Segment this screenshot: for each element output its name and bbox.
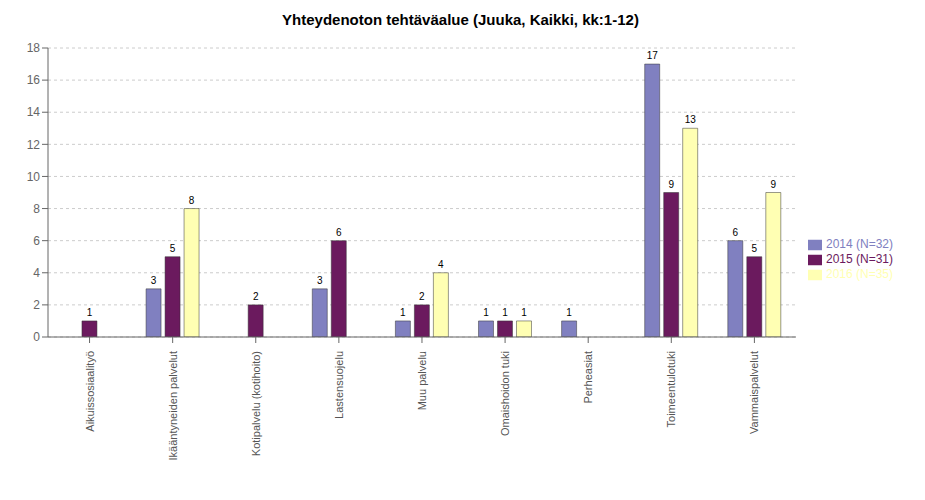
svg-text:Vammaispalvelut: Vammaispalvelut	[748, 351, 760, 434]
svg-text:1: 1	[521, 307, 527, 318]
svg-text:9: 9	[668, 179, 674, 190]
svg-text:Kotipalvelu (kotihoito): Kotipalvelu (kotihoito)	[250, 351, 262, 456]
html-text:2016 (N=35): 2016 (N=35)	[826, 266, 893, 281]
svg-text:18: 18	[27, 41, 41, 55]
svg-text:Ikääntyneiden palvelut: Ikääntyneiden palvelut	[167, 351, 179, 460]
svg-text:8: 8	[33, 202, 40, 216]
html-text:Yhteydenoton tehtäväalue (Juuk: Yhteydenoton tehtäväalue (Juuka, Kaikki,…	[282, 11, 639, 28]
svg-text:5: 5	[170, 243, 176, 254]
svg-text:5: 5	[752, 243, 758, 254]
svg-text:1: 1	[502, 307, 508, 318]
svg-text:Toimeentulotuki: Toimeentulotuki	[665, 351, 677, 427]
svg-text:Muu palvelu: Muu palvelu	[416, 351, 428, 410]
svg-text:14: 14	[27, 105, 41, 119]
svg-text:3: 3	[317, 275, 323, 286]
svg-text:17: 17	[647, 50, 659, 61]
svg-text:10: 10	[27, 170, 41, 184]
svg-text:13: 13	[685, 114, 697, 125]
html-text:2015 (N=31): 2015 (N=31)	[826, 252, 893, 267]
svg-text:0: 0	[33, 330, 40, 344]
svg-text:1: 1	[87, 307, 93, 318]
svg-text:6: 6	[33, 234, 40, 248]
svg-text:12: 12	[27, 138, 41, 152]
svg-text:1: 1	[483, 307, 489, 318]
svg-text:2: 2	[33, 298, 40, 312]
html-text:2014 (N=32): 2014 (N=32)	[826, 237, 893, 252]
svg-text:Lastensuojelu: Lastensuojelu	[333, 351, 345, 419]
svg-text:4: 4	[33, 266, 40, 280]
svg-text:1: 1	[566, 307, 572, 318]
svg-text:3: 3	[151, 275, 157, 286]
svg-text:6: 6	[733, 227, 739, 238]
svg-text:2: 2	[419, 291, 425, 302]
svg-text:1: 1	[400, 307, 406, 318]
svg-text:4: 4	[438, 259, 444, 270]
svg-text:6: 6	[336, 227, 342, 238]
svg-text:8: 8	[189, 195, 195, 206]
svg-text:9: 9	[771, 179, 777, 190]
svg-text:2: 2	[253, 291, 259, 302]
svg-text:Omaishoidon tuki: Omaishoidon tuki	[499, 351, 511, 436]
svg-text:Aikuissosiaalityö: Aikuissosiaalityö	[84, 351, 96, 432]
svg-text:Perheasiat: Perheasiat	[582, 351, 594, 404]
svg-text:16: 16	[27, 73, 41, 87]
